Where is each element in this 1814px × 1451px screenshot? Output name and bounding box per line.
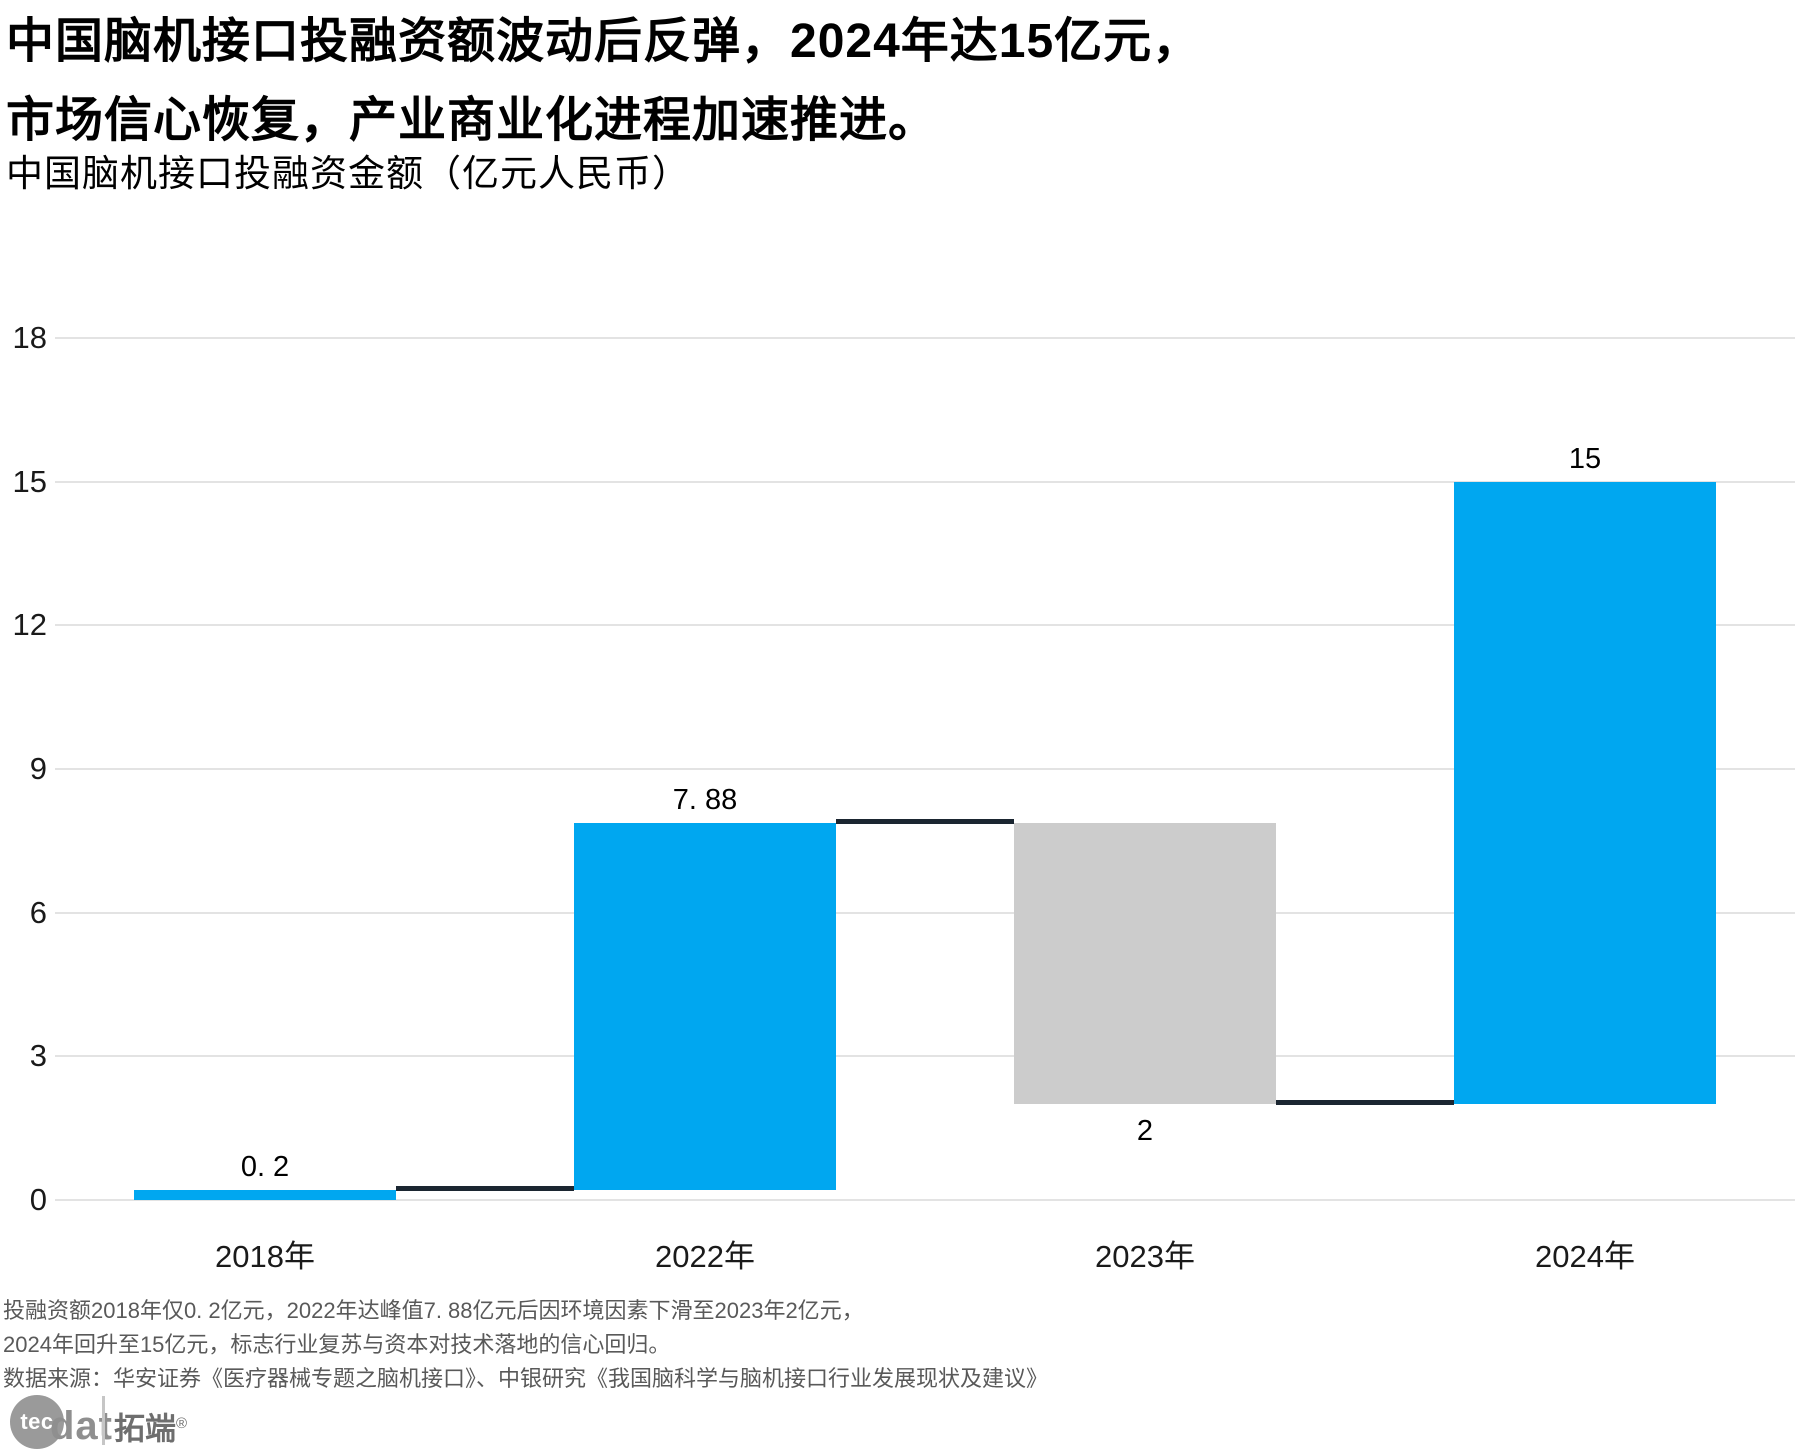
logo-brand-text: 拓端 bbox=[114, 1411, 176, 1447]
x-tick-label-2023年: 2023年 bbox=[1095, 1239, 1195, 1274]
x-tick-label-2018年: 2018年 bbox=[215, 1239, 315, 1274]
bar-2023年 bbox=[1014, 822, 1276, 1105]
bar-2022年 bbox=[574, 822, 836, 1191]
value-label-2018年: 0. 2 bbox=[240, 1151, 290, 1184]
bar-2018年 bbox=[134, 1190, 396, 1200]
gridline-y-15 bbox=[55, 480, 1795, 483]
y-tick-label-6: 6 bbox=[29, 894, 47, 930]
logo-circle: tec bbox=[10, 1395, 64, 1449]
y-tick-label-12: 12 bbox=[12, 607, 47, 643]
connector-2022年-to-2023年 bbox=[836, 818, 1014, 824]
bar-2024年 bbox=[1454, 481, 1716, 1105]
page-title-line-2: 市场信心恢复，产业商业化进程加速推进。 bbox=[6, 94, 938, 147]
footnote: 投融资额2018年仅0. 2亿元，2022年达峰值7. 88亿元后因环境因素下滑… bbox=[3, 1294, 1048, 1396]
gridline-y-9 bbox=[55, 767, 1795, 770]
footnote-line-1: 投融资额2018年仅0. 2亿元，2022年达峰值7. 88亿元后因环境因素下滑… bbox=[3, 1298, 864, 1323]
gridline-y-18 bbox=[55, 336, 1795, 339]
y-tick-label-0: 0 bbox=[29, 1182, 47, 1217]
gridline-y-6 bbox=[55, 911, 1795, 914]
value-label-2022年: 7. 88 bbox=[672, 783, 738, 816]
value-label-2024年: 15 bbox=[1568, 442, 1602, 475]
value-label-2023年: 2 bbox=[1136, 1115, 1154, 1148]
y-tick-label-9: 9 bbox=[29, 750, 47, 786]
brand-logo: tec dat 拓端® bbox=[0, 1390, 300, 1451]
logo-circle-text: tec bbox=[20, 1409, 54, 1434]
registered-mark: ® bbox=[176, 1415, 188, 1432]
gridline-y-0 bbox=[55, 1199, 1795, 1201]
logo-wordmark: dat bbox=[50, 1404, 113, 1448]
y-tick-label-3: 3 bbox=[29, 1038, 47, 1074]
footnote-line-2: 2024年回升至15亿元，标志行业复苏与资本对技术落地的信心回归。 bbox=[3, 1332, 671, 1357]
y-tick-label-18: 18 bbox=[12, 319, 47, 355]
y-tick-label-15: 15 bbox=[12, 463, 47, 499]
x-tick-label-2022年: 2022年 bbox=[655, 1239, 755, 1274]
connector-2018年-to-2022年 bbox=[396, 1186, 574, 1192]
chart-subtitle: 中国脑机接口投融资金额（亿元人民币） bbox=[6, 153, 690, 194]
connector-2023年-to-2024年 bbox=[1276, 1100, 1454, 1106]
logo-brand-name: 拓端® bbox=[114, 1408, 187, 1445]
gridline-y-3 bbox=[55, 1055, 1795, 1058]
footnote-line-3: 数据来源：华安证券《医疗器械专题之脑机接口》、中银研究《我国脑科学与脑机接口行业… bbox=[3, 1366, 1049, 1391]
page-title: 中国脑机接口投融资额波动后反弹，2024年达15亿元， 市场信心恢复，产业商业化… bbox=[6, 2, 1201, 160]
gridline-y-12 bbox=[55, 624, 1795, 627]
logo-divider bbox=[102, 1396, 105, 1445]
x-tick-label-2024年: 2024年 bbox=[1535, 1239, 1635, 1274]
page-title-line-1: 中国脑机接口投融资额波动后反弹，2024年达15亿元， bbox=[6, 15, 1202, 68]
